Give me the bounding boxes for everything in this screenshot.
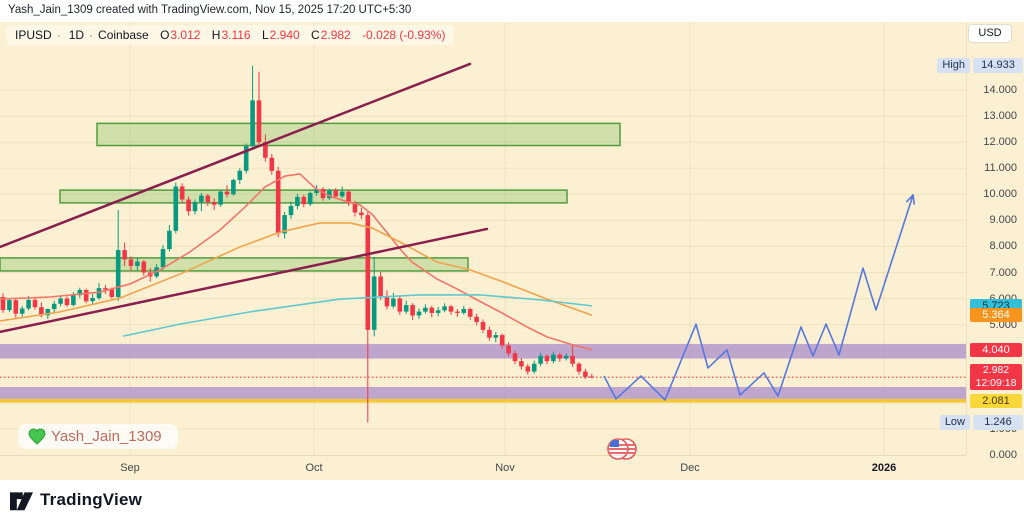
price-label-chip: 4.040 [970, 342, 1022, 357]
price-tick-label: 9.000 [989, 214, 1017, 227]
low-label: Low [939, 415, 970, 430]
price-tick-label: 13.000 [983, 110, 1017, 123]
price-tick-label: 7.000 [989, 266, 1017, 279]
watermark-username: Yash_Jain_1309 [51, 428, 162, 445]
high-value: 3.116 [221, 28, 251, 42]
projection-path [603, 194, 916, 401]
legend-exchange: Coinbase [98, 28, 149, 42]
open-label: O [160, 28, 170, 42]
close-label: C [311, 28, 320, 42]
price-tick-label: 0.000 [989, 449, 1017, 461]
high-label: H [211, 28, 221, 42]
change-value: -0.028 (-0.93%) [362, 28, 446, 42]
high-label: High [937, 58, 970, 74]
watermark: Yash_Jain_1309 [18, 424, 178, 449]
attribution-text: Yash_Jain_1309 created with TradingView.… [8, 4, 412, 16]
usa-flag-pair-icon [606, 436, 638, 467]
attribution-bar: Yash_Jain_1309 created with TradingView.… [0, 0, 1024, 22]
price-tick-label: 8.000 [989, 240, 1017, 253]
open-value: 3.012 [170, 28, 201, 42]
high-marker: High 14.933 [925, 58, 1023, 74]
time-tick-label: Sep [120, 462, 140, 474]
legend-separator: · [89, 28, 94, 42]
price-label-chip: 5.364 [970, 308, 1022, 323]
time-axis[interactable]: Sep Oct Nov Dec 2026 [0, 455, 966, 481]
time-tick-label: Nov [495, 462, 515, 474]
chart-area: IPUSD · 1D · Coinbase O3.012 H3.116 L2.940 C… [0, 22, 1024, 480]
low-value: 1.246 [973, 415, 1023, 430]
time-tick-label: 2026 [871, 462, 897, 474]
ma-mid [0, 222, 593, 322]
symbol-legend[interactable]: IPUSD · 1D · Coinbase O3.012 H3.116 L2.940 C… [6, 25, 455, 45]
candles-layer [0, 65, 595, 423]
tradingview-logo[interactable]: TradingView [10, 489, 142, 511]
price-axis[interactable]: 0.0001.0002.0003.0004.0005.0006.0007.000… [937, 22, 1024, 461]
tradingview-mark-icon [10, 492, 33, 511]
price-tick-label: 11.000 [984, 162, 1017, 175]
ma-slow [122, 294, 593, 337]
low-marker: Low 1.246 [925, 415, 1023, 430]
trendlines [0, 62, 489, 334]
time-tick-label: Oct [305, 462, 323, 474]
price-label-chip: 2.982 12:09:18 [970, 364, 1022, 391]
price-tick-label: 12.000 [983, 136, 1017, 149]
footer-bar: TradingView [0, 480, 1024, 521]
time-tick-label: Dec [680, 462, 700, 474]
chart-canvas[interactable] [0, 22, 966, 455]
price-tick-label: 14.000 [983, 84, 1017, 96]
legend-interval[interactable]: 1D [68, 28, 85, 42]
green-heart-icon [28, 428, 46, 445]
close-value: 2.982 [320, 28, 351, 42]
legend-symbol[interactable]: IPUSD [15, 28, 52, 42]
price-tick-label: 10.000 [983, 188, 1017, 201]
price-label-chip: 2.081 [970, 393, 1022, 408]
ma-fast [0, 173, 593, 351]
high-value: 14.933 [973, 58, 1023, 74]
low-value: 2.940 [269, 28, 300, 42]
legend-separator: · [56, 28, 61, 42]
tradingview-wordmark: TradingView [40, 490, 143, 509]
low-label: L [261, 28, 269, 42]
currency-usd-button[interactable]: USD [968, 24, 1012, 43]
support-bands [0, 343, 966, 399]
